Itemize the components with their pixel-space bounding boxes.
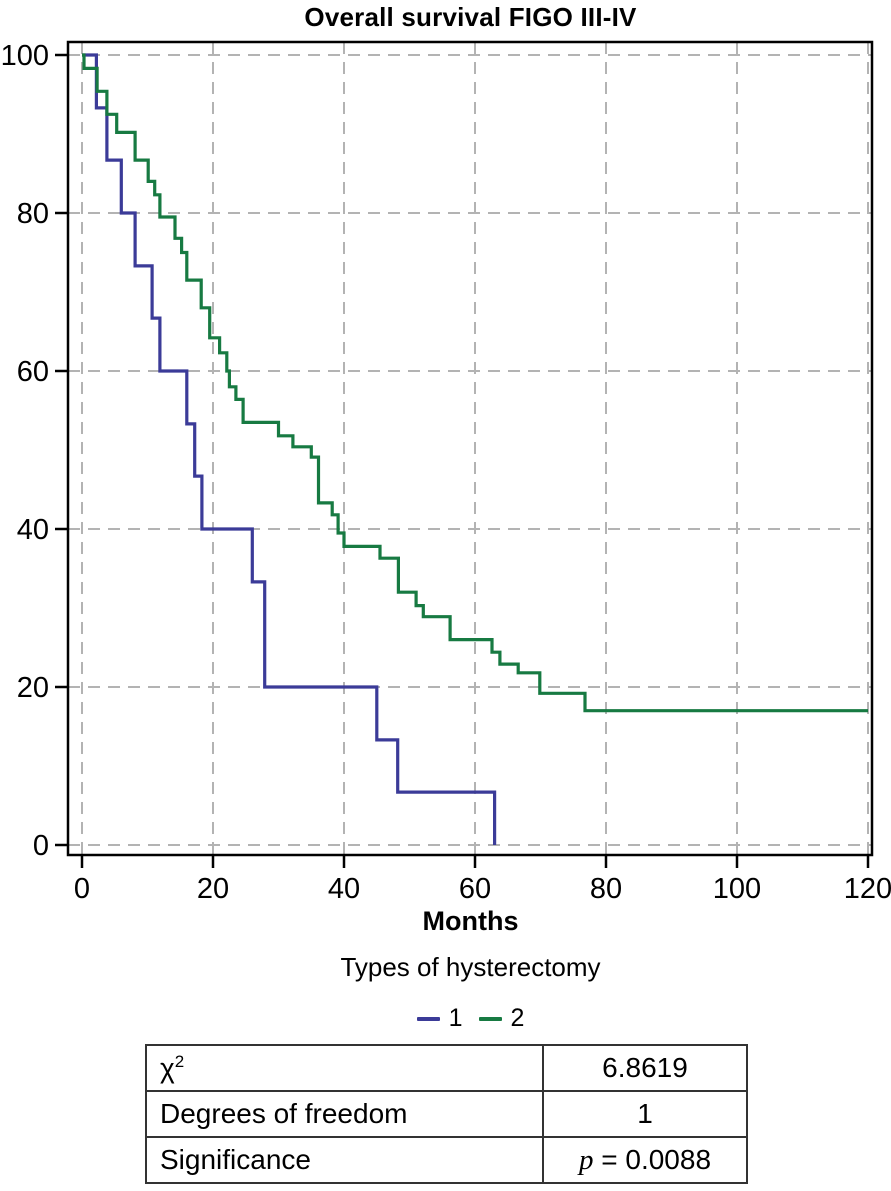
table-row: χ2 6.8619 xyxy=(145,1044,748,1092)
legend-item-1: 1 xyxy=(416,1004,463,1033)
legend-line-swatch xyxy=(416,1016,440,1021)
x-axis-title: Months xyxy=(422,906,519,936)
legend-line-swatch xyxy=(478,1016,502,1021)
x-tick-label: 80 xyxy=(590,873,622,905)
plot-frame xyxy=(66,40,874,857)
y-tick-label: 40 xyxy=(17,514,49,546)
table-row: Degrees of freedom 1 xyxy=(145,1090,748,1138)
legend-title: Types of hysterectomy xyxy=(340,952,601,982)
legend-item-2: 2 xyxy=(478,1004,525,1033)
stat-label: Degrees of freedom xyxy=(145,1090,544,1138)
y-tick-label: 60 xyxy=(17,356,49,388)
stat-value: 1 xyxy=(542,1090,748,1138)
y-tick-label: 80 xyxy=(17,198,49,230)
statistics-table: χ2 6.8619 Degrees of freedom 1 Significance p… xyxy=(145,1044,748,1184)
legend-item-label: 2 xyxy=(510,1004,525,1032)
x-tick-label: 120 xyxy=(844,873,891,905)
y-tick-label: 0 xyxy=(33,830,49,862)
survival-curve-2 xyxy=(82,53,868,713)
y-tick-label: 100 xyxy=(1,40,49,72)
y-tick-label: 20 xyxy=(17,672,49,704)
x-tick-label: 40 xyxy=(328,873,360,905)
stat-value: p = 0.0088 xyxy=(542,1136,748,1184)
stat-label: Significance xyxy=(145,1136,544,1184)
legend-item-label: 1 xyxy=(448,1004,463,1032)
stat-label: χ2 xyxy=(145,1044,544,1092)
table-row: Significance p = 0.0088 xyxy=(145,1136,748,1184)
survival-plot-canvas: 0 20 40 60 80 100 120 0 20 40 60 80 100 xyxy=(1,40,891,905)
x-tick-label: 0 xyxy=(74,873,90,905)
stat-value: 6.8619 xyxy=(542,1044,748,1092)
x-tick-label: 20 xyxy=(197,873,229,905)
chart-title: Overall survival FIGO III-IV xyxy=(304,2,637,32)
x-tick-label: 60 xyxy=(459,873,491,905)
x-tick-label: 100 xyxy=(713,873,761,905)
survival-curve-1 xyxy=(82,53,497,845)
